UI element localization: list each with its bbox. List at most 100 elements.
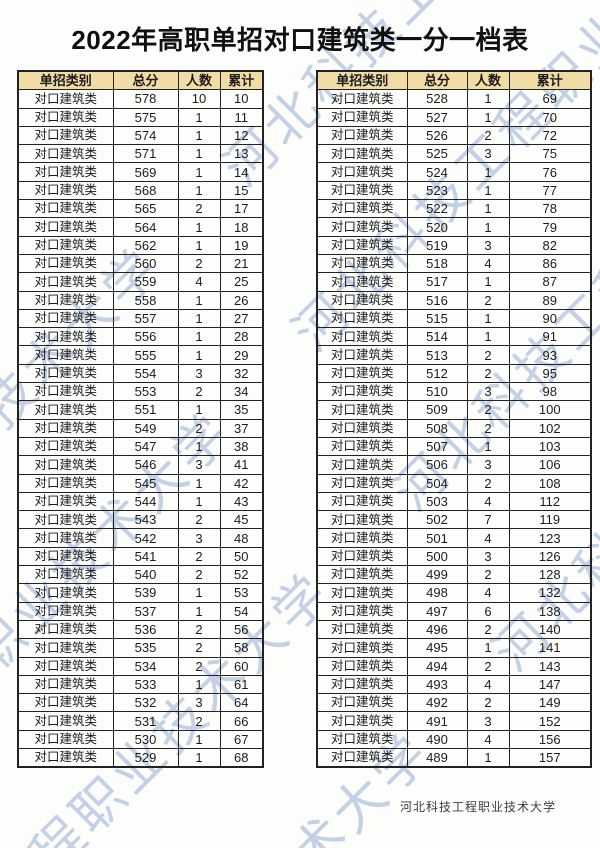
- cumulative-cell: 19: [219, 235, 264, 255]
- table-row: 对口建筑类 495 1 141: [316, 638, 592, 658]
- cumulative-cell: 141: [508, 638, 592, 658]
- category-cell: 对口建筑类: [17, 327, 114, 347]
- score-cell: 532: [112, 693, 179, 713]
- score-cell: 513: [406, 345, 468, 365]
- cumulative-cell: 11: [219, 107, 264, 127]
- category-cell: 对口建筑类: [316, 107, 408, 127]
- count-cell: 6: [466, 601, 510, 621]
- cumulative-cell: 90: [508, 308, 592, 329]
- table-row: 对口建筑类 499 2 128: [316, 565, 592, 585]
- cumulative-cell: 75: [508, 144, 592, 164]
- score-cell: 574: [112, 125, 179, 146]
- table-row: 对口建筑类 501 4 123: [316, 528, 592, 548]
- count-cell: 3: [177, 363, 221, 384]
- category-cell: 对口建筑类: [17, 546, 114, 567]
- cumulative-cell: 98: [508, 382, 592, 402]
- score-cell: 491: [406, 711, 468, 731]
- table-row: 对口建筑类 504 2 108: [316, 473, 592, 493]
- cumulative-cell: 25: [219, 272, 264, 292]
- table-row: 对口建筑类 500 3 126: [316, 546, 592, 567]
- table-row: 对口建筑类 494 2 143: [316, 656, 592, 676]
- table-row: 对口建筑类 555 1 29: [17, 345, 264, 365]
- table-row: 对口建筑类 549 2 37: [17, 418, 264, 438]
- count-cell: 3: [466, 144, 510, 164]
- score-cell: 504: [406, 473, 468, 493]
- category-cell: 对口建筑类: [17, 528, 114, 548]
- count-cell: 2: [177, 253, 221, 274]
- score-cell: 568: [112, 180, 179, 201]
- cumulative-cell: 41: [219, 455, 264, 475]
- score-cell: 531: [112, 711, 179, 731]
- table-row: 对口建筑类 540 2 52: [17, 565, 264, 585]
- count-cell: 1: [177, 290, 221, 310]
- count-cell: 1: [177, 235, 221, 255]
- category-cell: 对口建筑类: [316, 565, 408, 585]
- category-cell: 对口建筑类: [17, 455, 114, 475]
- count-cell: 4: [466, 253, 510, 274]
- category-cell: 对口建筑类: [316, 455, 408, 475]
- score-cell: 506: [406, 455, 468, 475]
- count-cell: 1: [177, 400, 221, 420]
- cumulative-cell: 143: [508, 656, 592, 676]
- count-cell: 2: [466, 619, 510, 640]
- table-row: 对口建筑类 497 6 138: [316, 601, 592, 621]
- table-row: 对口建筑类 534 2 60: [17, 656, 264, 676]
- cumulative-cell: 102: [508, 418, 592, 438]
- count-cell: 2: [466, 693, 510, 713]
- cumulative-cell: 26: [219, 290, 264, 310]
- category-cell: 对口建筑类: [316, 199, 408, 219]
- table-row: 对口建筑类 560 2 21: [17, 253, 264, 274]
- count-cell: 3: [466, 711, 510, 731]
- count-cell: 1: [177, 107, 221, 127]
- count-cell: 1: [177, 436, 221, 457]
- count-cell: 10: [177, 89, 221, 109]
- cumulative-cell: 77: [508, 180, 592, 201]
- cumulative-cell: 13: [219, 144, 264, 164]
- table-row: 对口建筑类 522 1 78: [316, 199, 592, 219]
- score-cell: 526: [406, 125, 468, 146]
- score-cell: 501: [406, 528, 468, 548]
- cumulative-cell: 79: [508, 217, 592, 237]
- col-header-score: 总分: [406, 70, 468, 91]
- col-header-cumulative: 累计: [508, 70, 592, 91]
- count-cell: 2: [177, 510, 221, 530]
- count-cell: 3: [466, 546, 510, 567]
- count-cell: 1: [177, 601, 221, 621]
- count-cell: 1: [177, 125, 221, 146]
- score-cell: 551: [112, 400, 179, 420]
- table-row: 对口建筑类 575 1 11: [17, 107, 264, 127]
- count-cell: 2: [177, 565, 221, 585]
- count-cell: 3: [466, 235, 510, 255]
- score-cell: 536: [112, 619, 179, 640]
- table-row: 对口建筑类 535 2 58: [17, 638, 264, 658]
- cumulative-cell: 15: [219, 180, 264, 201]
- cumulative-cell: 156: [508, 729, 592, 749]
- table-row: 对口建筑类 556 1 28: [17, 327, 264, 347]
- col-header-cumulative: 累计: [219, 70, 264, 91]
- cumulative-cell: 100: [508, 400, 592, 420]
- cumulative-cell: 68: [219, 747, 264, 768]
- category-cell: 对口建筑类: [17, 473, 114, 493]
- header-row: 单招类别 总分 人数 累计: [316, 70, 592, 91]
- count-cell: 4: [466, 583, 510, 603]
- table-row: 对口建筑类 509 2 100: [316, 400, 592, 420]
- score-cell: 555: [112, 345, 179, 365]
- score-cell: 544: [112, 491, 179, 512]
- table-row: 对口建筑类 526 2 72: [316, 125, 592, 146]
- category-cell: 对口建筑类: [17, 601, 114, 621]
- table-row: 对口建筑类 490 4 156: [316, 729, 592, 749]
- score-cell: 525: [406, 144, 468, 164]
- cumulative-cell: 64: [219, 693, 264, 713]
- table-row: 对口建筑类 498 4 132: [316, 583, 592, 603]
- score-table-left-body: 对口建筑类 578 10 10 对口建筑类 575 1 11 对口建筑类 574 1 12 对口建筑类 5…: [17, 89, 264, 768]
- table-row: 对口建筑类 532 3 64: [17, 693, 264, 713]
- cumulative-cell: 138: [508, 601, 592, 621]
- score-table-right: 单招类别 总分 人数 累计 对口建筑类 528 1 69 对口建筑类 527 1 70 对口建筑…: [316, 70, 592, 769]
- score-cell: 529: [112, 747, 179, 768]
- category-cell: 对口建筑类: [316, 601, 408, 621]
- score-cell: 512: [406, 363, 468, 384]
- cumulative-cell: 38: [219, 436, 264, 457]
- cumulative-cell: 140: [508, 619, 592, 640]
- count-cell: 1: [466, 217, 510, 237]
- score-cell: 495: [406, 638, 468, 658]
